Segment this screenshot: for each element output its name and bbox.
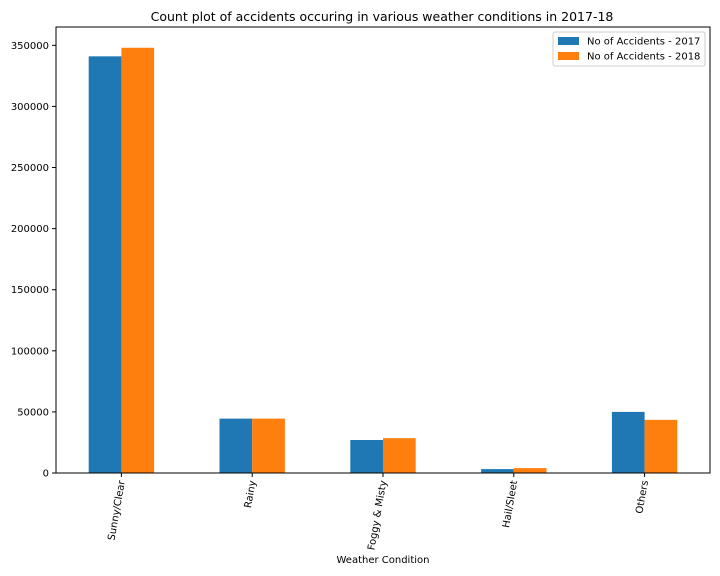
legend-label-2018: No of Accidents - 2018 [587,52,700,63]
bar-2017-2 [350,440,383,473]
x-tick-label: Foggy & Misty [366,480,389,552]
y-axis: 0 50000 100000 150000 200000 250000 300000 3500… [11,41,56,480]
y-tick-label: 350000 [11,41,49,52]
bar-2018-3 [513,468,547,473]
bar-2018-4 [644,419,678,473]
legend-swatch-2018 [558,52,579,60]
bar-2017-3 [481,469,514,473]
legend-box [552,31,706,67]
y-tick-label: 200000 [11,224,49,235]
bar-2018-1 [252,418,285,473]
bar-2018-0 [121,47,155,474]
x-axis: Sunny/Clear Rainy Foggy & Misty Hail/Sleet O… [106,473,651,551]
legend: No of Accidents - 2017 No of Accidents -… [552,31,706,67]
bar-2017-1 [219,418,253,473]
y-tick-label: 50000 [17,407,49,418]
y-tick-label: 300000 [11,102,49,113]
x-tick-label: Others [634,480,651,515]
chart-title: Count plot of accidents occuring in vari… [151,9,614,24]
x-tick-label: Sunny/Clear [106,479,128,542]
bars-group [88,47,678,474]
y-tick-label: 150000 [11,285,49,296]
bar-2017-0 [88,56,122,473]
bar-2018-2 [383,438,416,473]
legend-swatch-2017 [558,37,579,45]
y-tick-label: 100000 [11,346,49,357]
x-tick-label: Hail/Sleet [501,480,520,529]
x-axis-label: Weather Condition [336,555,429,566]
x-tick-label: Rainy [243,480,259,509]
y-tick-label: 0 [43,469,49,480]
y-tick-label: 250000 [11,163,49,174]
legend-label-2017: No of Accidents - 2017 [587,37,700,48]
bar-2017-4 [611,411,645,473]
